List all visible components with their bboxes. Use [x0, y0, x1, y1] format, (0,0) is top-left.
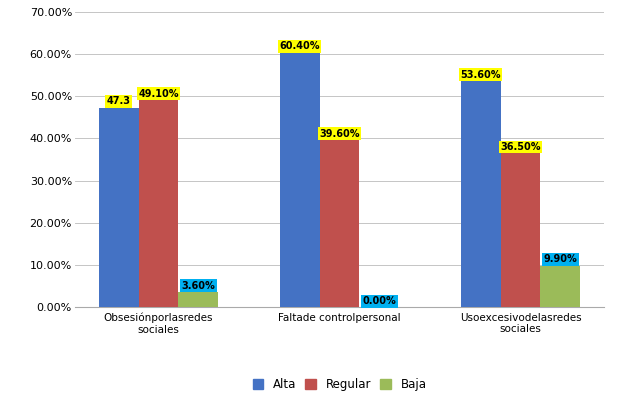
Bar: [139, 100, 178, 307]
Bar: [99, 108, 139, 307]
Legend: Alta, Regular, Baja: Alta, Regular, Baja: [248, 374, 431, 394]
Text: 60.40%: 60.40%: [280, 41, 320, 51]
Text: 53.60%: 53.60%: [460, 70, 501, 80]
Bar: [280, 52, 320, 307]
Bar: [501, 153, 540, 307]
Bar: [320, 140, 359, 307]
Text: 0.00%: 0.00%: [363, 296, 396, 306]
Bar: [540, 266, 580, 307]
Bar: [461, 81, 501, 307]
Text: 47.3: 47.3: [107, 97, 131, 106]
Text: 39.60%: 39.60%: [319, 129, 360, 139]
Text: 49.10%: 49.10%: [138, 89, 179, 99]
Text: 3.60%: 3.60%: [181, 281, 215, 291]
Text: 9.90%: 9.90%: [543, 254, 577, 264]
Bar: [178, 292, 218, 307]
Text: 36.50%: 36.50%: [500, 142, 541, 152]
